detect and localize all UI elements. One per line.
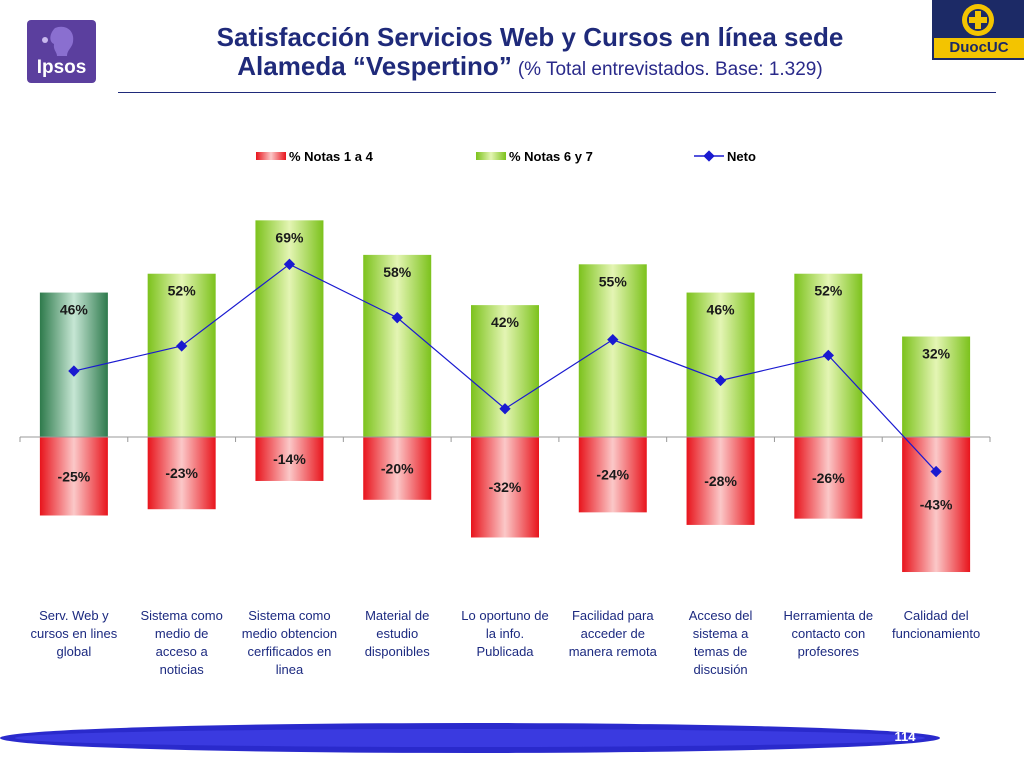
category-label: profesores [798, 644, 860, 659]
category-label: acceder de [581, 626, 645, 641]
category-label: Acceso del [689, 608, 753, 623]
page-title-line2-text: Alameda “Vespertino” [237, 51, 512, 81]
duoc-logo-text: DuocUC [934, 38, 1024, 58]
data-label-positive: 52% [814, 283, 843, 299]
page-subtitle: (% Total entrevistados. Base: 1.329) [517, 59, 823, 80]
category-label: sistema a [693, 626, 749, 641]
category-label: Lo oportuno de [461, 608, 548, 623]
bar-positive [147, 273, 216, 437]
category-label: noticias [160, 662, 205, 677]
legend-item-notas-1-4-swatch [256, 152, 286, 160]
category-label: Herramienta de [784, 608, 874, 623]
category-label: Material de [365, 608, 429, 623]
bar-negative [686, 437, 755, 525]
data-label-positive: 42% [491, 314, 520, 330]
legend-item-neto-label: Neto [727, 149, 756, 164]
duoc-seal-icon [962, 4, 994, 36]
category-label: cerfificados en [248, 644, 332, 659]
data-label-positive: 69% [275, 229, 304, 245]
neto-point [391, 312, 403, 324]
bar-negative [39, 437, 108, 516]
bar-positive [686, 292, 755, 437]
page-title-line1: Satisfacción Servicios Web y Cursos en l… [216, 22, 844, 52]
category-label: cursos en lines [31, 626, 118, 641]
page-title-line2: Alameda “Vespertino” (% Total entrevistad… [120, 51, 940, 85]
ipsos-logo-text: Ipsos [36, 57, 87, 78]
chart-bars [39, 220, 971, 573]
category-label: contacto con [791, 626, 865, 641]
category-label: acceso a [156, 644, 209, 659]
category-label: Sistema como [248, 608, 330, 623]
category-label: disponibles [365, 644, 431, 659]
ipsos-logo: Ipsos [27, 20, 96, 83]
chart-legend: % Notas 1 a 4 % Notas 6 y 7 Neto [256, 149, 756, 164]
neto-point [822, 349, 834, 362]
data-label-negative: -43% [920, 497, 953, 513]
title-divider [118, 92, 996, 93]
bar-negative [578, 437, 647, 513]
category-label: Facilidad para [572, 608, 654, 623]
bar-negative [794, 437, 863, 519]
bar-positive [39, 292, 108, 437]
category-label: Calidad del [904, 608, 969, 623]
page-number: 114 [894, 729, 916, 744]
ipsos-head-icon [42, 26, 74, 56]
category-label: medio de [155, 626, 208, 641]
data-label-positive: 46% [60, 302, 89, 318]
legend-item-notas-1-4-label: % Notas 1 a 4 [289, 149, 374, 164]
neto-point [499, 403, 511, 415]
data-label-negative: -32% [489, 479, 522, 495]
legend-item-neto-marker [703, 150, 715, 162]
category-label: temas de [694, 644, 747, 659]
duoc-logo: DuocUC [932, 0, 1024, 60]
category-labels: Serv. Web y cursos en lines global Sistema … [31, 608, 981, 677]
category-label: Publicada [476, 644, 534, 659]
data-label-positive: 58% [383, 264, 412, 280]
bar-negative [902, 437, 971, 573]
data-label-negative: -24% [596, 467, 629, 483]
bar-positive [363, 254, 432, 437]
bar-negative [147, 437, 216, 510]
data-label-negative: -14% [273, 451, 306, 467]
footer-band [0, 723, 940, 753]
data-label-negative: -28% [704, 473, 737, 489]
category-label: funcionamiento [892, 626, 980, 641]
data-label-negative: -25% [58, 468, 91, 484]
neto-series [68, 258, 942, 478]
category-label: la info. [486, 626, 524, 641]
category-label: medio obtencion [242, 626, 337, 641]
data-label-negative: -26% [812, 470, 845, 486]
neto-point [930, 465, 942, 478]
data-label-positive: 52% [168, 283, 197, 299]
category-label: linea [276, 662, 304, 677]
data-labels: 46% -25% 52% -23% 69% -14% 58% -20% 42% -32% 55% -2… [58, 229, 953, 512]
category-label: discusión [693, 662, 747, 677]
neto-point [714, 374, 727, 387]
category-label: estudio [376, 626, 418, 641]
data-label-negative: -20% [381, 460, 414, 476]
bar-negative [363, 437, 432, 500]
bar-chart: % Notas 1 a 4 % Notas 6 y 7 Neto 46% -25% 52… [19, 149, 991, 677]
bar-positive [471, 305, 539, 437]
category-label: global [57, 644, 92, 659]
data-label-positive: 32% [922, 346, 951, 362]
bar-positive [255, 220, 324, 437]
category-label: Sistema como [140, 608, 222, 623]
x-axis-ticks [19, 437, 991, 442]
neto-point [176, 340, 188, 352]
bar-negative [471, 437, 539, 538]
data-label-negative: -23% [165, 465, 198, 481]
legend-item-notas-6-7-swatch [476, 152, 506, 160]
data-label-positive: 46% [707, 302, 736, 318]
data-label-positive: 55% [599, 273, 628, 289]
category-label: Serv. Web y [39, 608, 109, 623]
category-label: manera remota [569, 644, 658, 659]
bar-positive [578, 264, 647, 437]
bar-positive [902, 336, 971, 437]
neto-point [607, 334, 619, 346]
legend-item-notas-6-7-label: % Notas 6 y 7 [509, 149, 593, 164]
neto-point [283, 258, 296, 270]
bar-negative [255, 437, 324, 481]
